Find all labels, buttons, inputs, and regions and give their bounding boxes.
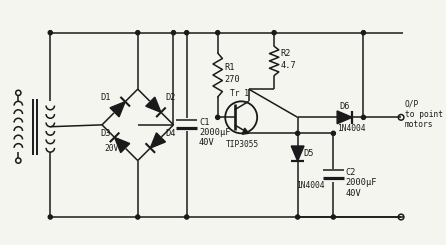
Polygon shape	[337, 111, 352, 124]
Circle shape	[361, 115, 366, 119]
Circle shape	[171, 31, 176, 35]
Text: D1: D1	[100, 93, 111, 102]
Circle shape	[48, 215, 52, 219]
Circle shape	[185, 215, 189, 219]
Text: 1N4004: 1N4004	[296, 181, 324, 190]
Text: 20V: 20V	[105, 144, 119, 153]
Circle shape	[48, 31, 52, 35]
Polygon shape	[291, 146, 304, 161]
Text: 270: 270	[224, 75, 240, 84]
Text: 40V: 40V	[346, 189, 361, 197]
Text: 2000μF: 2000μF	[346, 178, 377, 187]
Text: C2: C2	[346, 168, 356, 177]
Text: D5: D5	[303, 149, 314, 158]
Circle shape	[331, 131, 335, 135]
Circle shape	[296, 131, 300, 135]
Text: D4: D4	[165, 129, 176, 138]
Circle shape	[331, 215, 335, 219]
Circle shape	[215, 31, 220, 35]
Circle shape	[215, 115, 220, 119]
Circle shape	[361, 31, 366, 35]
Text: D3: D3	[100, 129, 111, 138]
Circle shape	[185, 31, 189, 35]
Polygon shape	[110, 102, 125, 117]
Circle shape	[136, 215, 140, 219]
Text: to point: to point	[405, 110, 443, 119]
Polygon shape	[150, 133, 165, 148]
Text: O/P: O/P	[405, 100, 419, 109]
Polygon shape	[242, 128, 249, 134]
Polygon shape	[146, 97, 161, 112]
Text: 4.7: 4.7	[281, 61, 297, 70]
Text: 1N4004: 1N4004	[337, 124, 366, 133]
Circle shape	[136, 31, 140, 35]
Text: R1: R1	[224, 63, 235, 72]
Text: D6: D6	[339, 101, 350, 110]
Text: TIP3055: TIP3055	[226, 140, 260, 149]
Polygon shape	[115, 137, 130, 153]
Text: 2000μF: 2000μF	[199, 128, 231, 137]
Text: motors: motors	[405, 120, 434, 129]
Circle shape	[272, 31, 276, 35]
Circle shape	[296, 215, 300, 219]
Text: Tr 1: Tr 1	[230, 89, 249, 98]
Text: 40V: 40V	[199, 138, 215, 147]
Text: C1: C1	[199, 118, 209, 126]
Text: D2: D2	[165, 93, 176, 102]
Text: R2: R2	[281, 49, 291, 58]
